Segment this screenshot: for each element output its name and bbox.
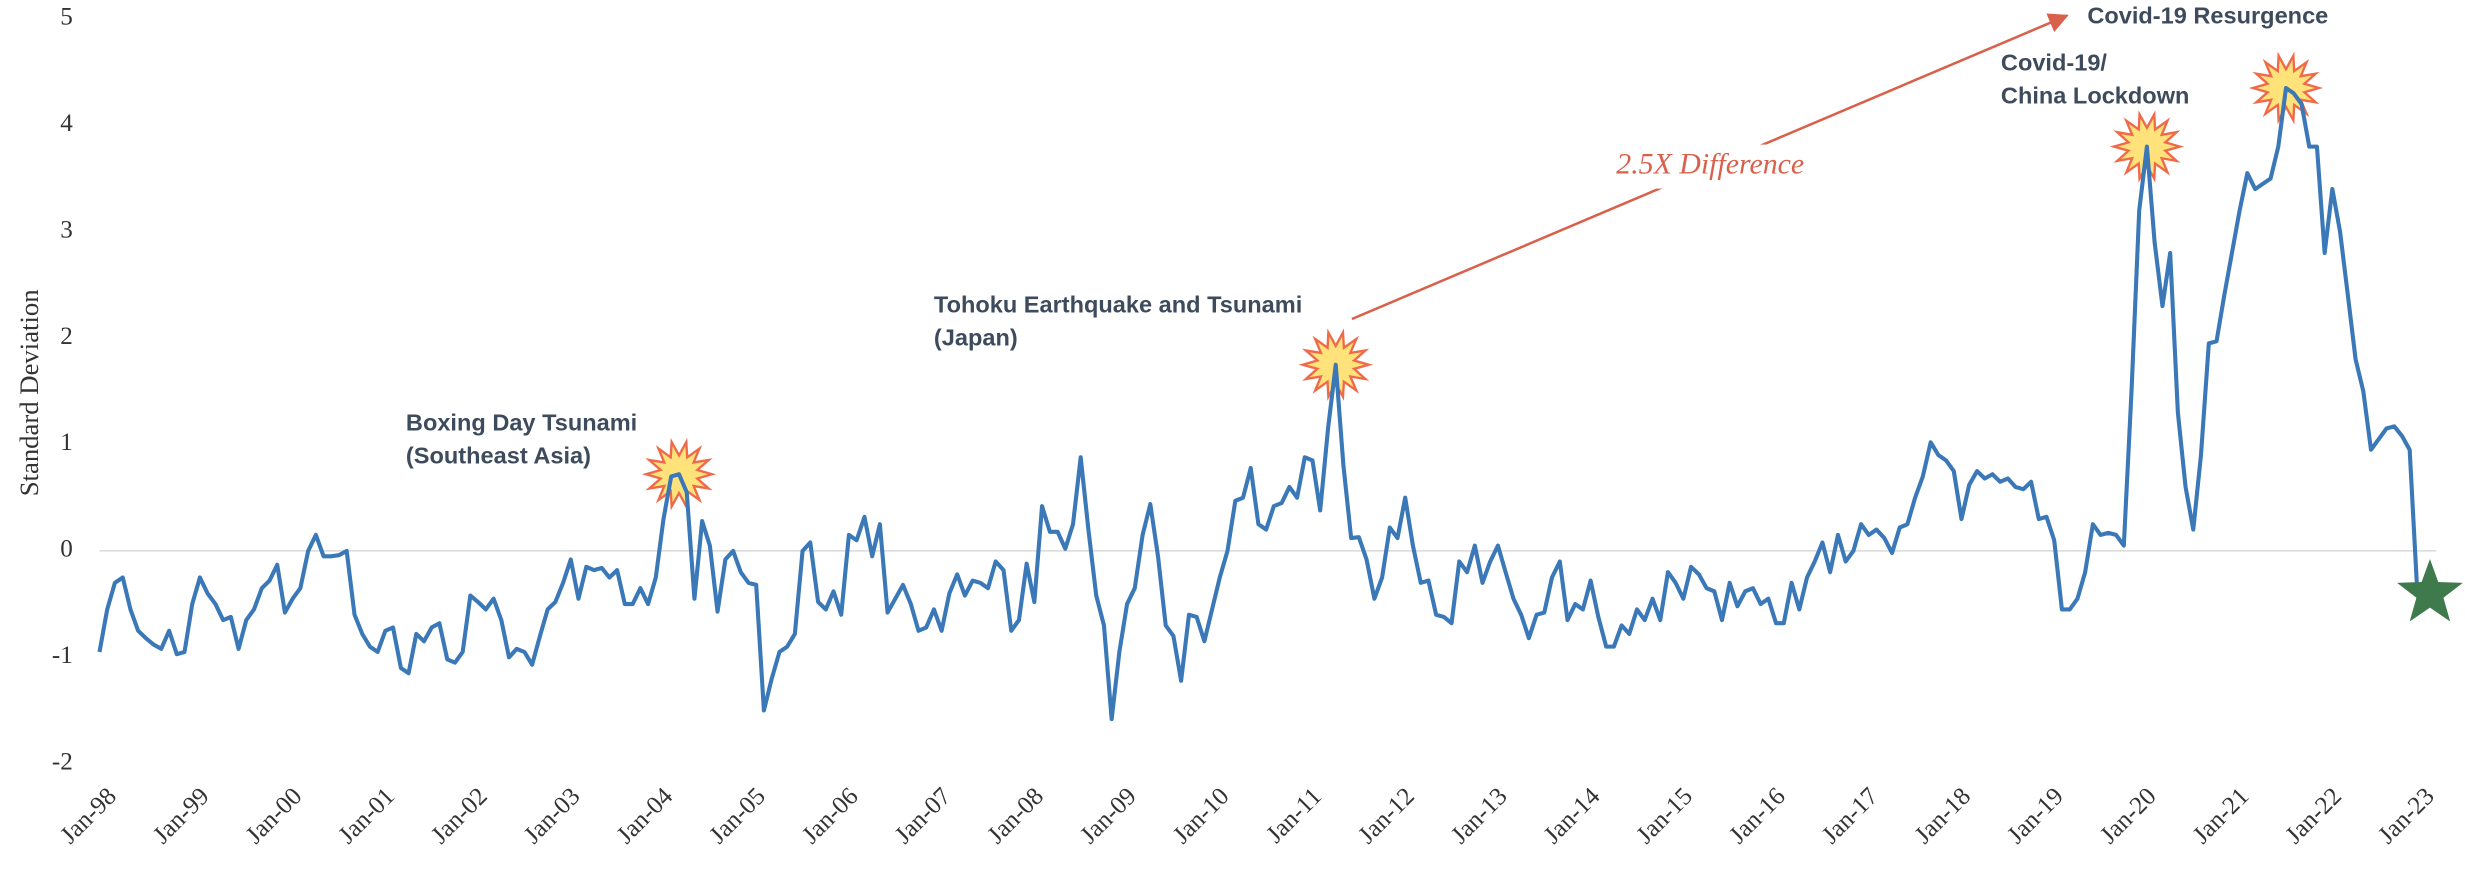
annotation: Covid-19 Resurgence <box>2087 3 2328 29</box>
y-tick-label: 3 <box>60 216 73 243</box>
label-bg <box>1595 144 1829 189</box>
annotation: (Japan) <box>934 325 1018 351</box>
y-tick-label: -2 <box>52 748 73 775</box>
y-tick-label: 5 <box>60 4 73 31</box>
x-tick-label: Jan-21 <box>2188 783 2254 849</box>
y-tick-label: 2 <box>60 323 73 350</box>
x-tick-label: Jan-12 <box>1353 783 1419 849</box>
x-tick-label: Jan-15 <box>1632 783 1698 849</box>
annotation: 2.5X Difference <box>1616 147 1804 180</box>
x-tick-label: Jan-17 <box>1817 783 1883 849</box>
y-tick-label: -1 <box>52 642 73 669</box>
annotation: Boxing Day Tsunami <box>406 410 637 436</box>
x-tick-label: Jan-09 <box>1075 783 1141 849</box>
annotation: Tohoku Earthquake and Tsunami <box>934 292 1302 318</box>
x-tick-label: Jan-05 <box>704 783 770 849</box>
x-tick-label: Jan-08 <box>983 783 1049 849</box>
x-tick-label: Jan-22 <box>2281 783 2347 849</box>
y-axis-label: Standard Deviation <box>14 289 44 496</box>
x-tick-label: Jan-16 <box>1724 783 1790 849</box>
x-tick-label: Jan-98 <box>55 783 121 849</box>
x-tick-label: Jan-23 <box>2373 783 2439 849</box>
y-tick-label: 0 <box>60 536 73 563</box>
x-tick-label: Jan-99 <box>148 783 214 849</box>
x-tick-label: Jan-00 <box>241 783 307 849</box>
y-tick-label: 4 <box>60 110 73 137</box>
y-tick-label: 1 <box>60 429 73 456</box>
x-tick-label: Jan-18 <box>1910 783 1976 849</box>
x-tick-label: Jan-01 <box>334 783 400 849</box>
x-tick-label: Jan-13 <box>1446 783 1512 849</box>
annotation: (Southeast Asia) <box>406 443 591 469</box>
annotation: China Lockdown <box>2001 83 2190 109</box>
x-tick-label: Jan-06 <box>797 783 863 849</box>
x-tick-label: Jan-20 <box>2095 783 2161 849</box>
x-tick-label: Jan-03 <box>519 783 585 849</box>
x-tick-label: Jan-11 <box>1261 783 1327 849</box>
x-tick-label: Jan-10 <box>1168 783 1234 849</box>
end-star <box>2397 558 2463 622</box>
x-tick-label: Jan-14 <box>1539 782 1606 849</box>
data-line <box>97 85 2420 722</box>
x-tick-label: Jan-07 <box>890 783 956 849</box>
x-tick-label: Jan-02 <box>426 783 492 849</box>
x-tick-label: Jan-19 <box>2002 783 2068 849</box>
annotation: Covid-19/ <box>2001 50 2108 76</box>
x-tick-label: Jan-04 <box>612 782 679 849</box>
